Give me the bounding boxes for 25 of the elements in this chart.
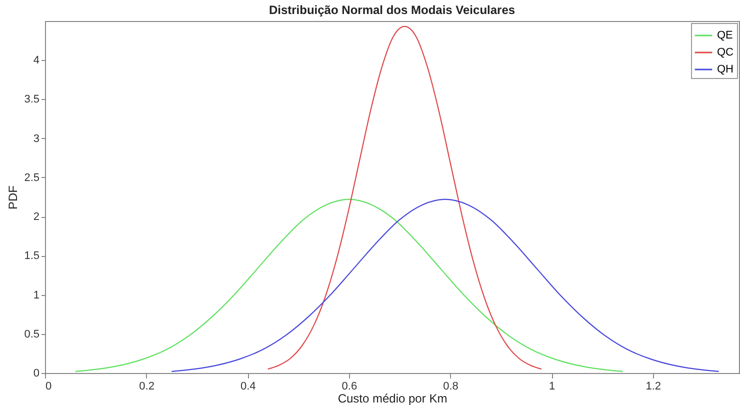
y-tick-label: 2 (33, 211, 40, 224)
y-tick-label: 0 (33, 368, 40, 380)
x-tick-label: 1.2 (646, 380, 662, 392)
x-tick-label: 0.4 (240, 380, 256, 392)
legend-label: QC (717, 46, 734, 58)
y-tick-label: 3 (33, 132, 40, 145)
legend-label: QE (717, 30, 733, 42)
y-tick-label: 1 (33, 289, 40, 302)
y-tick-label: 4 (33, 54, 40, 67)
x-axis-title: Custo médio por Km (338, 392, 448, 405)
line-series (74, 198, 624, 372)
y-tick-label: 0.5 (24, 328, 40, 340)
y-tick-label: 3.5 (24, 94, 40, 106)
x-tick-label: 0.8 (443, 380, 458, 392)
line-series (171, 198, 720, 372)
legend-label: QH (717, 64, 734, 76)
x-tick-label: 1 (549, 380, 556, 392)
x-tick-label: 0.6 (342, 380, 358, 392)
line-series (267, 26, 542, 370)
x-tick-label: 0.2 (139, 380, 154, 392)
chart-title: Distribuição Normal dos Modais Veiculares (268, 3, 516, 17)
y-tick-label: 1.5 (24, 250, 40, 262)
y-axis-title: PDF (6, 186, 20, 210)
x-tick-label: 0 (46, 380, 52, 392)
y-tick-label: 2.5 (24, 172, 40, 184)
